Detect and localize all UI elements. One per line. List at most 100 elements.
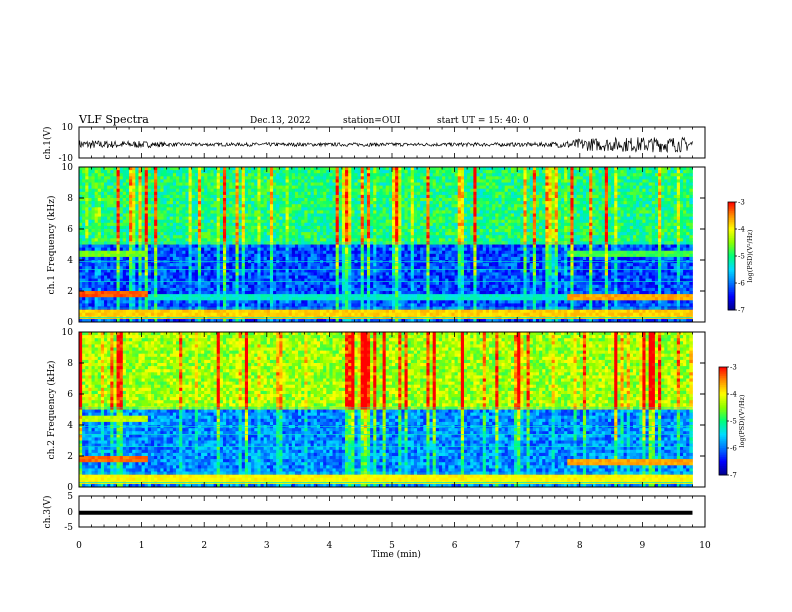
heatmap-cell: [260, 176, 265, 180]
heatmap-cell: [116, 170, 121, 174]
heatmap-cell: [182, 281, 186, 286]
heatmap-cell: [335, 210, 340, 214]
heatmap-cell: [85, 170, 89, 174]
heatmap-cell: [326, 176, 330, 180]
heatmap-cell: [122, 291, 127, 295]
heatmap-cell: [273, 309, 277, 314]
heatmap-cell: [185, 204, 189, 208]
heatmap-cell: [185, 198, 189, 202]
heatmap-cell: [110, 216, 114, 221]
heatmap-cell: [182, 275, 186, 279]
heatmap-cell: [254, 281, 258, 286]
heatmap-cell: [254, 284, 258, 289]
heatmap-cell: [357, 182, 362, 186]
heatmap-cell: [248, 201, 252, 205]
heatmap-cell: [176, 204, 180, 208]
heatmap-cell: [279, 219, 283, 224]
heatmap-cell: [132, 278, 136, 283]
heatmap-cell: [125, 309, 130, 314]
heatmap-cell: [210, 170, 214, 174]
heatmap-cell: [207, 201, 211, 205]
heatmap-cell: [310, 266, 315, 270]
heatmap-cell: [160, 300, 164, 304]
heatmap-cell: [144, 179, 149, 183]
heatmap-cell: [232, 318, 236, 323]
heatmap-cell: [213, 250, 218, 255]
heatmap-cell: [354, 312, 358, 317]
heatmap-cell: [119, 272, 124, 276]
heatmap-cell: [379, 191, 384, 196]
heatmap-cell: [176, 281, 180, 286]
heatmap-cell: [94, 266, 99, 270]
heatmap-cell: [291, 204, 296, 208]
heatmap-cell: [357, 263, 362, 267]
heatmap-cell: [110, 191, 114, 196]
heatmap-cell: [119, 194, 124, 199]
heatmap-cell: [150, 278, 155, 283]
heatmap-cell: [207, 210, 211, 214]
heatmap-cell: [188, 194, 193, 199]
heatmap-cell: [263, 278, 268, 283]
heatmap-cell: [310, 291, 315, 295]
heatmap-cell: [116, 204, 121, 208]
heatmap-cell: [279, 188, 283, 193]
heatmap-cell: [294, 284, 299, 289]
heatmap-cell: [125, 201, 130, 205]
heatmap-cell: [360, 229, 365, 233]
heatmap-cell: [232, 179, 236, 183]
heatmap-cell: [370, 294, 374, 298]
heatmap-cell: [97, 219, 102, 224]
heatmap-cell: [188, 182, 193, 186]
heatmap-cell: [210, 250, 214, 255]
heatmap-cell: [197, 318, 202, 323]
heatmap-cell: [291, 297, 296, 301]
heatmap-cell: [210, 284, 214, 289]
heatmap-cell: [232, 213, 236, 217]
heatmap-cell: [201, 173, 205, 177]
heatmap-cell: [182, 300, 186, 304]
heatmap-cell: [144, 182, 149, 186]
heatmap-cell: [313, 238, 318, 242]
heatmap-cell: [323, 272, 327, 276]
heatmap-cell: [388, 275, 393, 279]
heatmap-cell: [188, 300, 193, 304]
heatmap-cell: [216, 207, 221, 211]
heatmap-cell: [320, 244, 324, 248]
heatmap-cell: [273, 216, 277, 221]
heatmap-cell: [354, 278, 358, 283]
heatmap-cell: [138, 207, 142, 211]
heatmap-cell: [191, 281, 196, 286]
heatmap-cell: [144, 204, 149, 208]
heatmap-cell: [219, 219, 224, 224]
heatmap-cell: [360, 167, 365, 171]
heatmap-cell: [316, 176, 321, 180]
heatmap-cell: [366, 318, 371, 323]
heatmap-cell: [229, 291, 233, 295]
heatmap-cell: [379, 167, 384, 171]
heatmap-cell: [285, 232, 290, 236]
heatmap-cell: [341, 232, 346, 236]
heatmap-cell: [160, 272, 164, 276]
heatmap-cell: [160, 167, 164, 171]
heatmap-cell: [154, 250, 158, 255]
heatmap-cell: [129, 207, 133, 211]
heatmap-cell: [251, 275, 255, 279]
heatmap-cell: [204, 191, 208, 196]
heatmap-cell: [241, 291, 246, 295]
heatmap-cell: [185, 191, 189, 196]
heatmap-cell: [88, 250, 92, 255]
heatmap-cell: [320, 284, 324, 289]
heatmap-cell: [294, 232, 299, 236]
heatmap-cell: [197, 235, 202, 239]
heatmap-cell: [244, 284, 249, 289]
heatmap-cell: [376, 222, 380, 227]
heatmap-cell: [132, 266, 136, 270]
heatmap-cell: [279, 284, 283, 289]
heatmap-cell: [116, 287, 121, 292]
heatmap-cell: [351, 170, 355, 174]
heatmap-cell: [179, 219, 183, 224]
heatmap-cell: [107, 303, 111, 307]
heatmap-cell: [238, 256, 243, 261]
heatmap-cell: [370, 198, 374, 202]
heatmap-cell: [107, 250, 111, 255]
